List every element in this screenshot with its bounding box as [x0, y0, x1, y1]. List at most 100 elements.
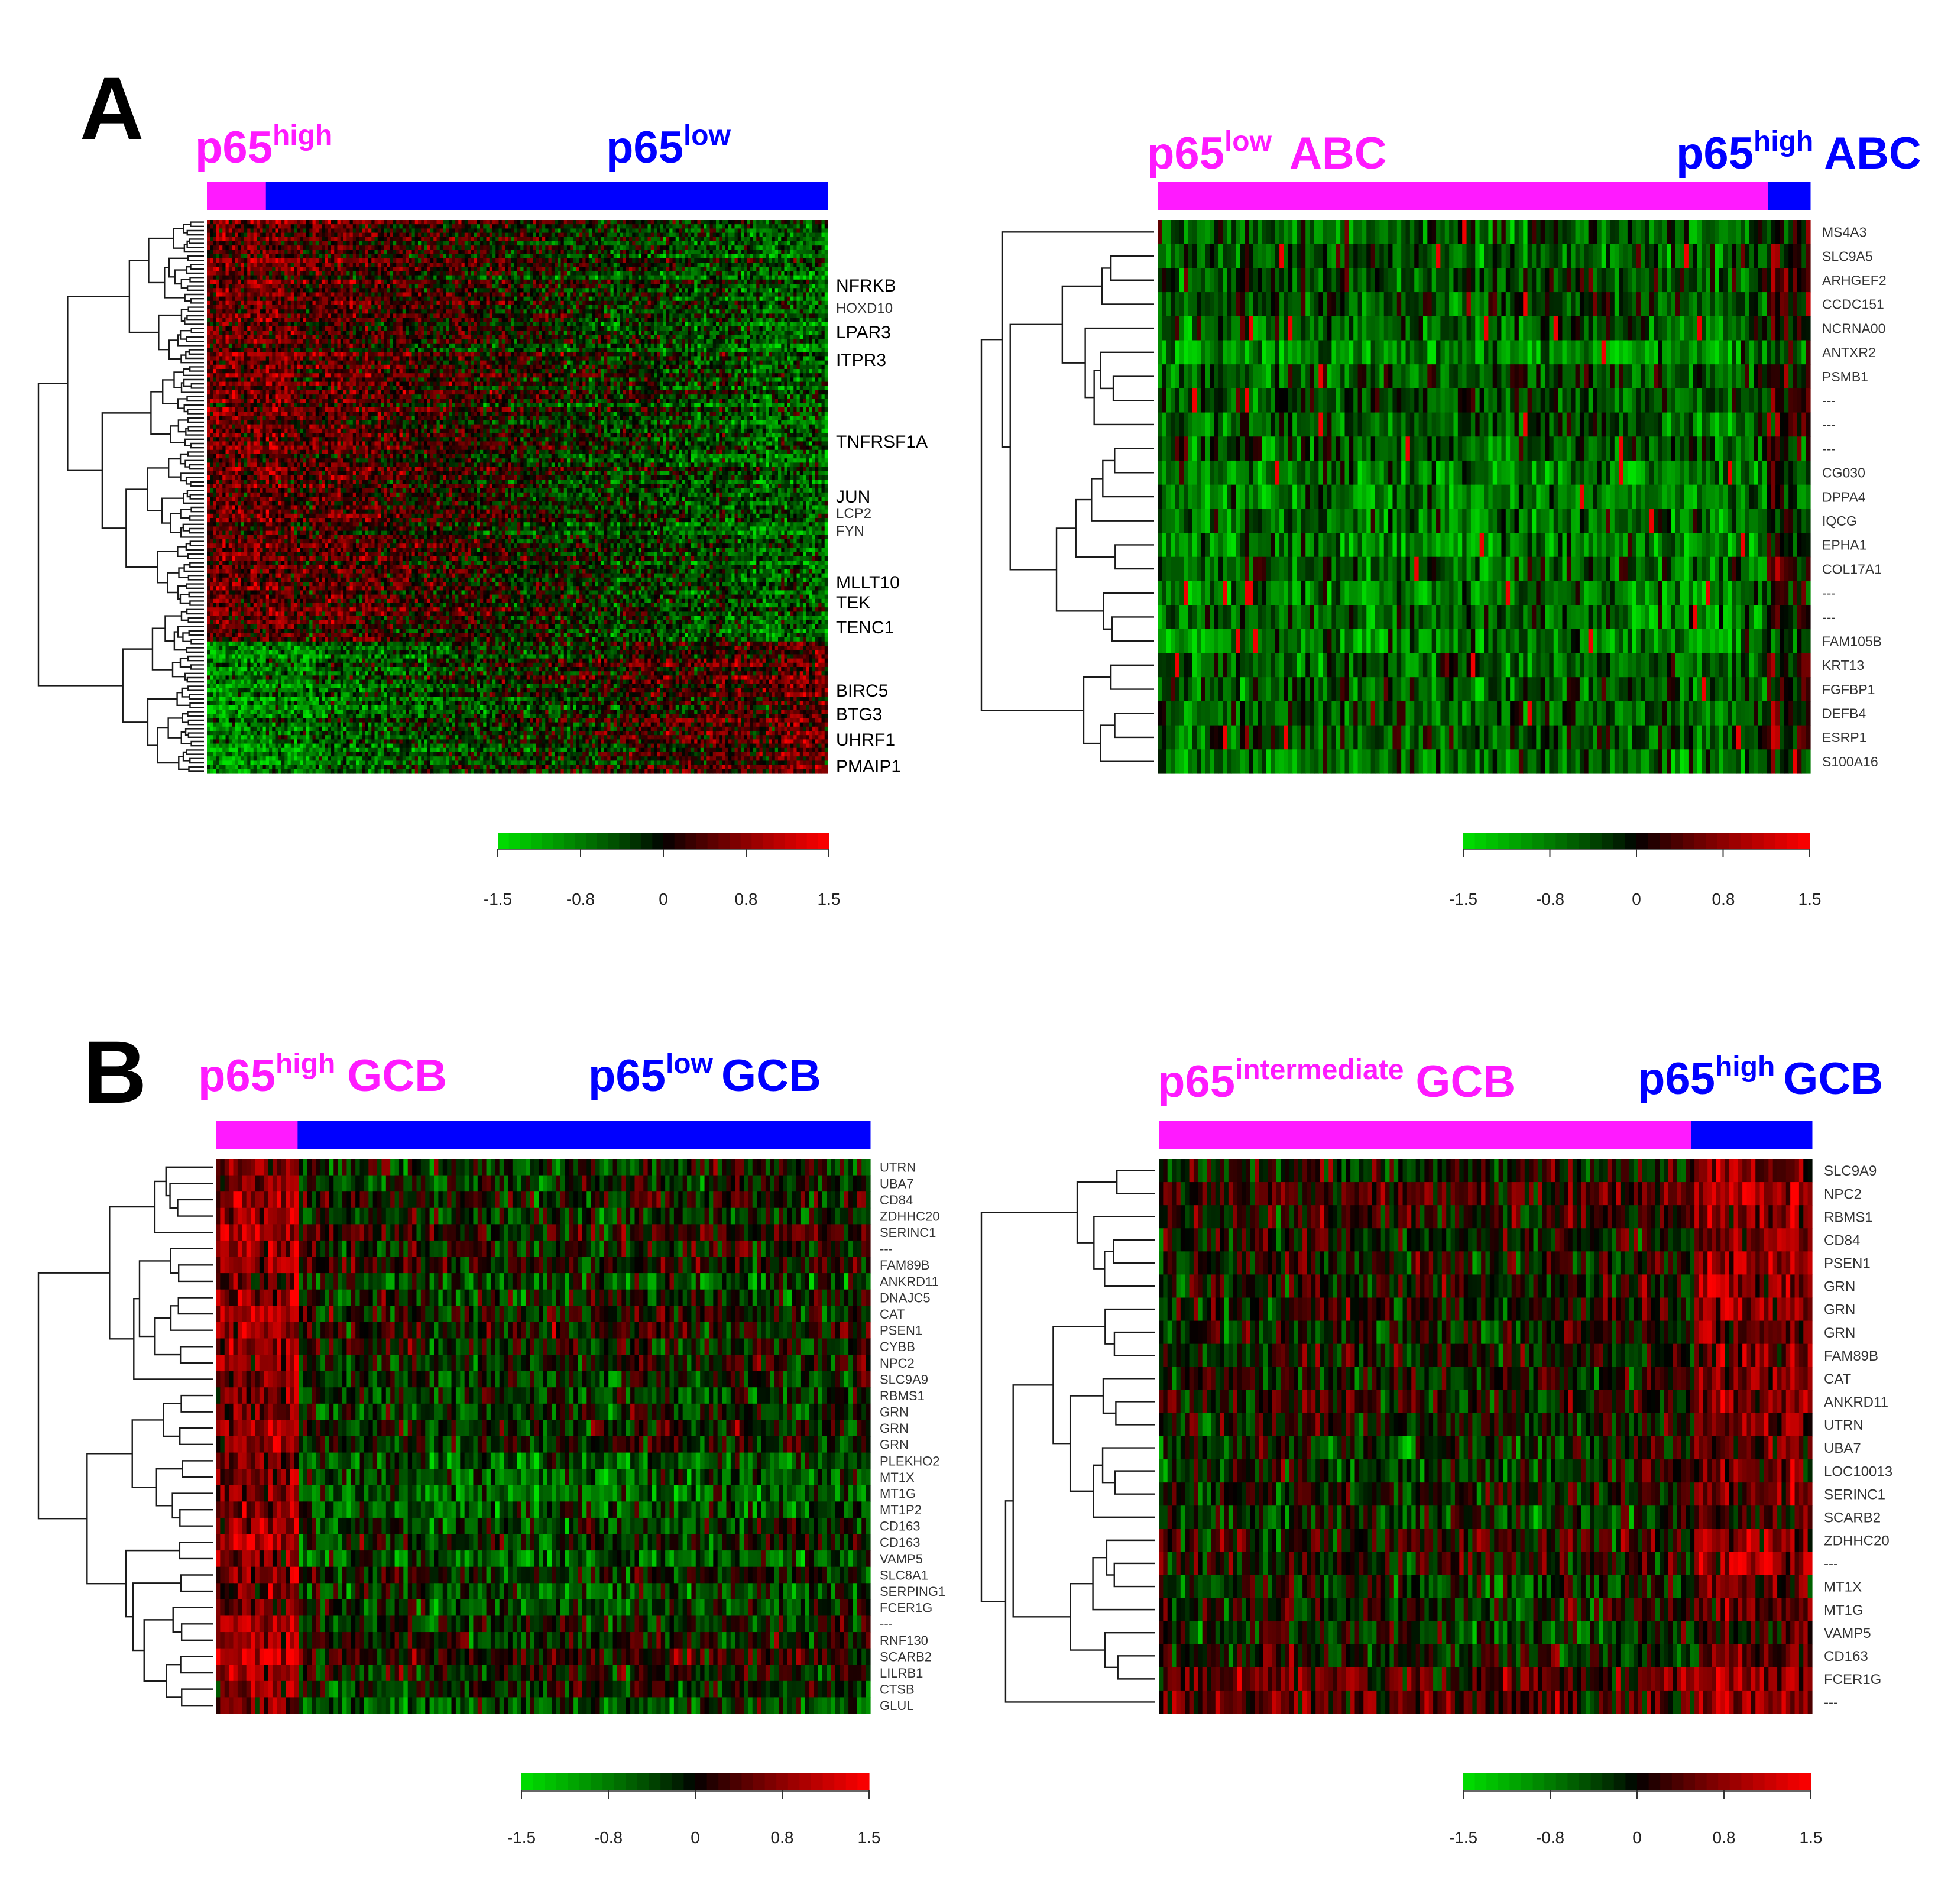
heatmap-cell — [673, 267, 676, 271]
heatmap-cell — [458, 245, 462, 250]
heatmap-cell — [440, 263, 443, 267]
heatmap-cell — [331, 250, 335, 254]
heatmap-cell — [272, 258, 276, 263]
heatmap-cell — [539, 237, 543, 242]
heatmap-cell — [219, 258, 223, 263]
heatmap-cell — [533, 233, 536, 238]
heatmap-cell — [244, 241, 248, 246]
heatmap-cell — [396, 233, 400, 238]
heatmap-cell — [341, 233, 344, 238]
heatmap-cell — [747, 228, 751, 233]
heatmap-cell — [614, 237, 617, 242]
heatmap-cell — [353, 241, 357, 246]
heatmap-cell — [300, 220, 304, 225]
heatmap-cell — [378, 237, 381, 242]
heatmap-cell — [809, 250, 813, 254]
heatmap-cell — [368, 280, 372, 284]
heatmap-cell — [570, 233, 573, 238]
heatmap-cell — [499, 241, 503, 246]
heatmap-cell — [341, 267, 344, 271]
heatmap-cell — [679, 280, 682, 284]
heatmap-cell — [604, 237, 608, 242]
heatmap-cell — [375, 263, 378, 267]
heatmap-cell — [278, 245, 282, 250]
heatmap-cell — [611, 250, 614, 254]
heatmap-cell — [536, 276, 540, 280]
heatmap-cell — [704, 245, 707, 250]
heatmap-cell — [685, 254, 689, 259]
heatmap-cell — [651, 233, 654, 238]
heatmap-cell — [688, 241, 692, 246]
heatmap-cell — [359, 228, 362, 233]
heatmap-cell — [570, 280, 573, 284]
heatmap-cell — [822, 241, 825, 246]
heatmap-cell — [384, 276, 387, 280]
heatmap-cell — [238, 267, 242, 271]
heatmap-cell — [812, 233, 816, 238]
heatmap-cell — [735, 276, 738, 280]
heatmap-cell — [586, 228, 589, 233]
heatmap-cell — [508, 237, 511, 242]
heatmap-cell — [747, 284, 751, 289]
heatmap-cell — [455, 245, 459, 250]
heatmap-cell — [750, 233, 754, 238]
heatmap-cell — [756, 250, 760, 254]
heatmap-cell — [462, 224, 465, 229]
heatmap-cell — [297, 250, 300, 254]
heatmap-cell — [477, 292, 481, 297]
heatmap-cell — [809, 254, 813, 259]
heatmap-cell — [251, 233, 254, 238]
heatmap-cell — [449, 250, 453, 254]
heatmap-cell — [701, 271, 704, 276]
heatmap-cell — [502, 271, 505, 276]
heatmap-cell — [238, 276, 242, 280]
heatmap-cell — [704, 237, 707, 242]
heatmap-cell — [785, 237, 788, 242]
heatmap-cell — [744, 237, 747, 242]
heatmap-cell — [682, 250, 685, 254]
heatmap-cell — [785, 250, 788, 254]
heatmap-cell — [390, 258, 394, 263]
heatmap-cell — [229, 237, 232, 242]
heatmap-cell — [666, 271, 670, 276]
heatmap-cell — [235, 263, 238, 267]
heatmap-cell — [716, 288, 720, 293]
heatmap-cell — [694, 271, 698, 276]
heatmap-cell — [706, 280, 710, 284]
heatmap-cell — [598, 233, 602, 238]
heatmap-cell — [365, 271, 369, 276]
heatmap-cell — [300, 263, 304, 267]
heatmap-cell — [309, 237, 313, 242]
heatmap-cell — [644, 245, 648, 250]
heatmap-cell — [573, 276, 577, 280]
heatmap-cell — [561, 280, 565, 284]
heatmap-cell — [328, 237, 332, 242]
heatmap-cell — [251, 292, 254, 297]
heatmap-cell — [691, 258, 695, 263]
heatmap-cell — [381, 237, 384, 242]
heatmap-cell — [412, 233, 416, 238]
heatmap-cell — [381, 250, 384, 254]
heatmap-cell — [284, 228, 288, 233]
heatmap-cell — [614, 228, 617, 233]
heatmap-cell — [492, 245, 496, 250]
heatmap-cell — [365, 245, 369, 250]
heatmap-cell — [685, 288, 689, 293]
heatmap-cell — [297, 271, 300, 276]
heatmap-cell — [582, 263, 586, 267]
heatmap-cell — [418, 245, 422, 250]
heatmap-cell — [288, 220, 291, 225]
heatmap-cell — [800, 280, 803, 284]
heatmap-cell — [573, 241, 577, 246]
heatmap-cell — [595, 271, 598, 276]
heatmap-cell — [427, 258, 431, 263]
heatmap-cell — [549, 267, 552, 271]
heatmap-cell — [763, 237, 766, 242]
heatmap-cell — [375, 224, 378, 229]
heatmap-cell — [607, 241, 611, 246]
heatmap-cell — [524, 267, 527, 271]
heatmap-cell — [790, 280, 794, 284]
heatmap-cell — [579, 267, 583, 271]
heatmap-cell — [747, 220, 751, 225]
heatmap-cell — [421, 280, 424, 284]
